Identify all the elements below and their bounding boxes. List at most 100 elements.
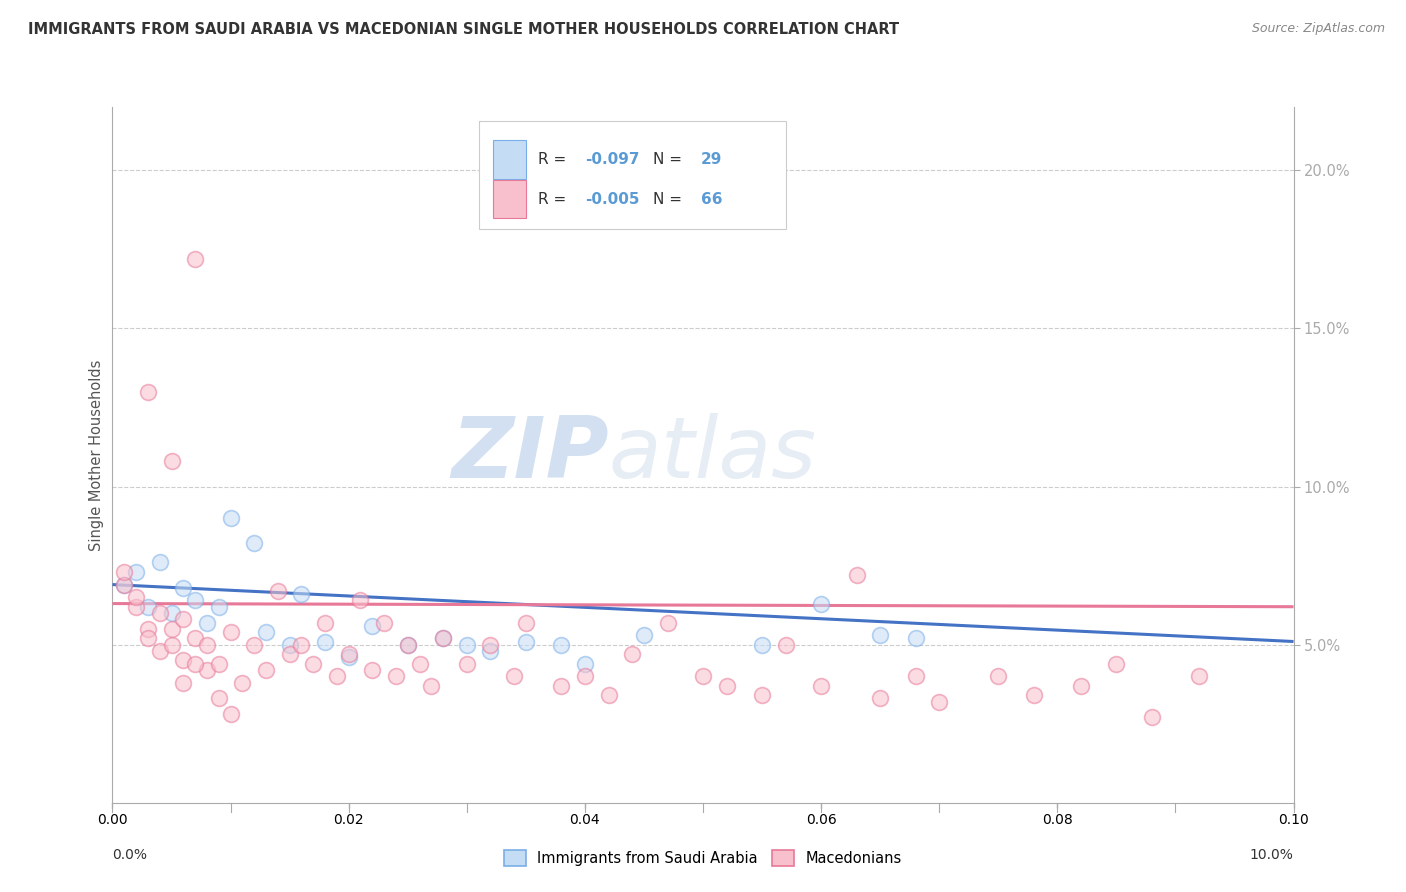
Point [112, 577, 135, 591]
Legend: Immigrants from Saudi Arabia, Macedonians: Immigrants from Saudi Arabia, Macedonian… [498, 845, 908, 872]
Point [195, 615, 218, 630]
Point [136, 622, 159, 636]
Point [692, 669, 714, 683]
Point [195, 638, 218, 652]
Point [302, 657, 325, 671]
Text: IMMIGRANTS FROM SAUDI ARABIA VS MACEDONIAN SINGLE MOTHER HOUSEHOLDS CORRELATION : IMMIGRANTS FROM SAUDI ARABIA VS MACEDONI… [28, 22, 900, 37]
Point [160, 622, 183, 636]
Point [869, 691, 891, 706]
Point [574, 669, 596, 683]
Point [136, 384, 159, 399]
Point [574, 657, 596, 671]
Point [751, 638, 773, 652]
Point [125, 565, 148, 579]
Point [219, 511, 242, 525]
Text: ZIP: ZIP [451, 413, 609, 497]
Point [243, 536, 266, 550]
Point [290, 638, 312, 652]
Point [112, 577, 135, 591]
FancyBboxPatch shape [492, 180, 526, 219]
Point [456, 657, 478, 671]
Point [657, 615, 679, 630]
Point [1022, 688, 1045, 702]
Point [136, 632, 159, 646]
Point [810, 597, 832, 611]
Point [432, 632, 454, 646]
FancyBboxPatch shape [492, 140, 526, 178]
Point [515, 634, 537, 648]
Point [184, 657, 207, 671]
Text: R =: R = [537, 192, 571, 207]
Point [633, 628, 655, 642]
Point [456, 638, 478, 652]
Text: atlas: atlas [609, 413, 817, 497]
Text: N =: N = [654, 153, 688, 168]
Point [928, 695, 950, 709]
Point [349, 593, 371, 607]
Point [361, 618, 384, 632]
Point [184, 593, 207, 607]
Point [987, 669, 1010, 683]
Point [254, 625, 277, 640]
Point [904, 669, 927, 683]
Point [195, 663, 218, 677]
Text: Source: ZipAtlas.com: Source: ZipAtlas.com [1251, 22, 1385, 36]
Point [160, 606, 183, 620]
Text: -0.005: -0.005 [585, 192, 640, 207]
Point [337, 647, 360, 661]
FancyBboxPatch shape [478, 121, 786, 229]
Point [172, 653, 194, 667]
Point [1070, 679, 1092, 693]
Point [314, 634, 336, 648]
Point [432, 632, 454, 646]
Point [1140, 710, 1163, 724]
Point [503, 669, 526, 683]
Point [716, 679, 738, 693]
Point [160, 454, 183, 468]
Point [160, 638, 183, 652]
Point [385, 669, 408, 683]
Point [775, 638, 797, 652]
Point [219, 625, 242, 640]
Point [810, 679, 832, 693]
Text: R =: R = [537, 153, 571, 168]
Point [1188, 669, 1211, 683]
Point [1105, 657, 1128, 671]
Text: -0.097: -0.097 [585, 153, 640, 168]
Point [396, 638, 419, 652]
Point [337, 650, 360, 665]
Point [361, 663, 384, 677]
Point [149, 644, 172, 658]
Point [172, 612, 194, 626]
Point [254, 663, 277, 677]
Point [172, 675, 194, 690]
Text: 10.0%: 10.0% [1250, 848, 1294, 862]
Point [112, 565, 135, 579]
Point [479, 638, 502, 652]
Point [231, 675, 253, 690]
Point [550, 679, 572, 693]
Point [149, 556, 172, 570]
Point [278, 647, 301, 661]
Point [208, 691, 231, 706]
Point [621, 647, 644, 661]
Point [208, 657, 231, 671]
Point [408, 657, 430, 671]
Point [208, 599, 231, 614]
Point [396, 638, 419, 652]
Point [869, 628, 891, 642]
Point [172, 581, 194, 595]
Text: 29: 29 [700, 153, 723, 168]
Text: 0.0%: 0.0% [112, 848, 148, 862]
Point [243, 638, 266, 652]
Y-axis label: Single Mother Households: Single Mother Households [89, 359, 104, 550]
Text: 66: 66 [700, 192, 723, 207]
Point [515, 615, 537, 630]
Point [479, 644, 502, 658]
Point [125, 591, 148, 605]
Point [149, 606, 172, 620]
Point [184, 252, 207, 266]
Point [125, 599, 148, 614]
Point [845, 568, 868, 582]
Point [136, 599, 159, 614]
